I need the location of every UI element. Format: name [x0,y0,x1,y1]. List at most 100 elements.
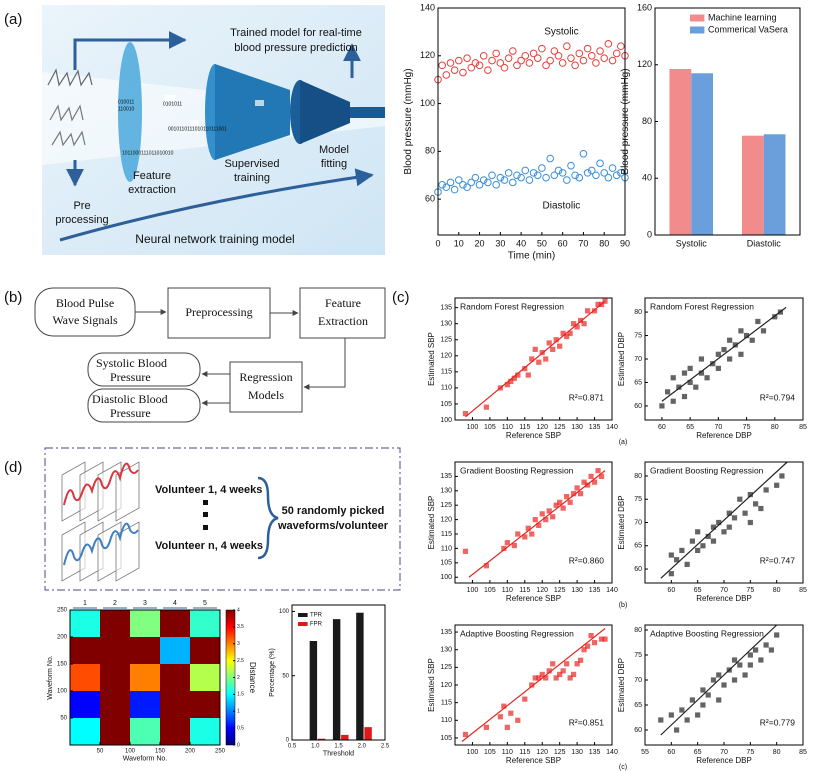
x-tick-label: 50 [537,238,547,248]
point [710,361,716,367]
x-tick-label: 55 [641,749,649,756]
point [459,68,467,77]
x-tick-label: 60 [667,749,675,756]
y-tick-label: 70 [634,356,642,363]
decoration [115,521,140,582]
node-text: Extraction [318,314,368,328]
point [591,640,598,646]
point [726,510,732,516]
annotation: R²=0.747 [760,555,795,565]
point [596,159,604,168]
point [564,333,570,340]
x-tick-label: 135 [589,424,601,431]
annotation: R²=0.794 [760,392,795,402]
node-text: Systolic Blood [96,356,167,370]
point [727,356,733,362]
plot-frame [454,297,613,421]
point [532,517,538,523]
legend-label: Commerical VaSera [708,24,788,34]
point [670,375,676,381]
y-axis-label: Estimated DBP [617,332,626,386]
decoration [59,168,374,242]
y-tick-label: 60 [634,403,642,410]
point [554,166,563,175]
y-tick-label: 110 [441,385,452,392]
point [500,63,509,72]
point [715,351,721,357]
node-text: Feature [325,296,361,310]
binary-text: 0010110111010110111001 [168,126,227,132]
x-tick-label: 80 [771,424,779,431]
x-tick-label: 75 [743,424,751,431]
point [563,176,571,184]
chart-title: Adaptive Boosting Regression [460,628,574,638]
point [575,173,584,182]
decoration [47,68,93,87]
diagram-text: blood pressure prediction [234,42,358,54]
point [583,44,592,53]
point [687,379,693,386]
point [681,393,688,400]
x-tick-label: 2.0 [358,744,367,750]
decoration [300,80,350,144]
heatmap-cell [190,637,220,664]
point [546,340,552,346]
point [492,181,500,189]
point [710,538,717,544]
decoration [215,64,290,160]
y-tick-label: 80 [425,146,435,156]
fit-line [461,628,606,742]
decoration [118,42,142,182]
point [721,529,727,535]
colorbar-label: Distance [248,662,257,694]
y-tick-label: 100 [57,689,68,695]
x-tick-label: 105 [484,587,496,594]
point [546,668,552,674]
point [664,389,671,395]
x-tick-label: 75 [746,749,754,756]
colorbar-tick-label: 0 [237,742,240,748]
x-tick-label: 20 [475,238,485,248]
diagram-text: training [234,172,270,184]
y-tick-label: 125 [440,664,452,671]
point [684,561,690,567]
x-tick-label: 30 [495,238,505,248]
heatmap-cell [190,718,220,745]
y-tick-label: 120 [637,59,652,69]
chart-title: Random Forest Regression [460,301,564,311]
point [563,42,571,51]
point [504,382,510,388]
point [533,171,542,180]
diagram-text: processing [55,214,108,226]
point [550,171,559,180]
point [475,61,484,70]
point [539,671,545,678]
y-tick-label: 115 [441,531,452,538]
point [500,176,509,184]
group-label: 2 [113,600,117,607]
point [747,519,753,526]
x-tick-label: 10 [454,238,464,248]
legend-swatch [690,26,705,34]
point [492,49,500,58]
point [557,343,563,349]
point [679,547,685,554]
y-tick-label: 140 [420,2,435,12]
point [731,515,738,521]
plot-frame [454,624,613,746]
point [483,724,489,730]
y-tick-label: 120 [440,353,452,360]
point [763,487,769,493]
point [525,59,534,67]
point [747,662,753,668]
point [698,356,705,362]
series-label: Systolic [544,26,578,37]
point [550,661,556,667]
decoration [203,500,208,505]
x-tick-label: 70 [720,749,728,756]
x-tick-label: 100 [467,587,479,594]
point [575,49,584,58]
point [521,51,530,60]
point [747,652,753,658]
binary-text: 0101011 [163,101,182,107]
